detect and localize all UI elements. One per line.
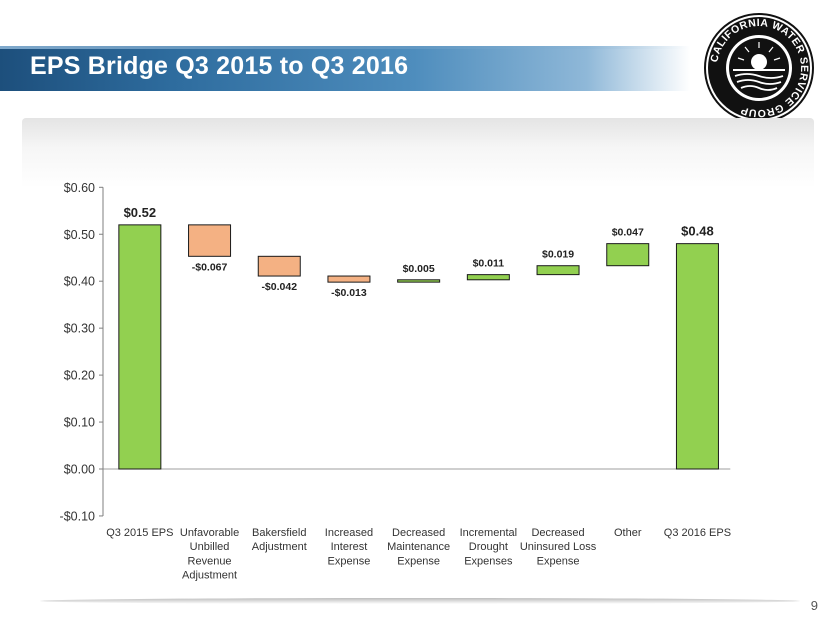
category-label-0: Q3 2015 EPS bbox=[106, 527, 173, 539]
bar-0 bbox=[118, 224, 162, 470]
data-label-5: $0.011 bbox=[473, 258, 505, 270]
category-labels: Q3 2015 EPS Unfavorable Unbilled Revenue Adj… bbox=[106, 527, 731, 582]
california-water-logo: CALIFORNIA WATER SERVICE GROUP bbox=[704, 13, 814, 123]
category-label-6: Decreased Uninsured Loss Expense bbox=[520, 527, 597, 567]
y-tick-label: -$0.10 bbox=[60, 509, 95, 523]
data-label-3: -$0.013 bbox=[331, 287, 367, 299]
y-tick-label: $0.10 bbox=[64, 416, 95, 430]
y-tick-label: $0.50 bbox=[64, 228, 95, 242]
bar-4 bbox=[397, 279, 441, 283]
category-label-5: Incremental Drought Expenses bbox=[460, 527, 517, 567]
y-tick-label: $0.30 bbox=[64, 322, 95, 336]
data-label-0: $0.52 bbox=[124, 205, 157, 220]
data-label-1: -$0.067 bbox=[192, 261, 228, 273]
sun-water-seal-icon bbox=[733, 42, 785, 91]
bar-1 bbox=[188, 224, 232, 257]
category-label-2: Bakersfield Adjustment bbox=[252, 527, 307, 553]
category-label-7: Other bbox=[614, 527, 642, 539]
page-title: EPS Bridge Q3 2015 to Q3 2016 bbox=[30, 52, 409, 80]
data-label-4: $0.005 bbox=[403, 263, 435, 275]
bar-5 bbox=[466, 274, 510, 281]
category-label-1: Unfavorable Unbilled Revenue Adjustment bbox=[180, 527, 239, 582]
bar-7 bbox=[606, 243, 650, 267]
y-tick-label: $0.60 bbox=[64, 181, 95, 195]
y-tick-label: $0.40 bbox=[64, 275, 95, 289]
category-label-3: Increased Interest Expense bbox=[325, 527, 373, 567]
category-label-8: Q3 2016 EPS bbox=[664, 527, 731, 539]
bars bbox=[103, 224, 731, 470]
page-number: 9 bbox=[810, 598, 818, 613]
y-tick-label: $0.00 bbox=[64, 463, 95, 477]
data-label-6: $0.019 bbox=[542, 249, 574, 261]
title-band-highlight bbox=[0, 46, 690, 49]
title-band bbox=[0, 46, 690, 91]
bar-8 bbox=[675, 243, 719, 470]
bar-2 bbox=[257, 255, 301, 277]
category-label-4: Decreased Maintenance Expense bbox=[387, 527, 450, 567]
data-label-2: -$0.042 bbox=[261, 281, 297, 293]
data-label-7: $0.047 bbox=[612, 227, 644, 239]
y-axis-ticks: -$0.10 $0.00 $0.10 $0.20 $0.30 $0.40 $0.50 $0.6… bbox=[60, 181, 103, 523]
bar-3 bbox=[327, 275, 371, 283]
y-tick-label: $0.20 bbox=[64, 369, 95, 383]
data-label-8: $0.48 bbox=[681, 224, 714, 239]
data-labels: $0.52 -$0.067 -$0.042 -$0.013 $0.005 $0.011 $0… bbox=[124, 205, 714, 299]
panel-shadow bbox=[40, 598, 800, 604]
bar-6 bbox=[536, 265, 580, 276]
